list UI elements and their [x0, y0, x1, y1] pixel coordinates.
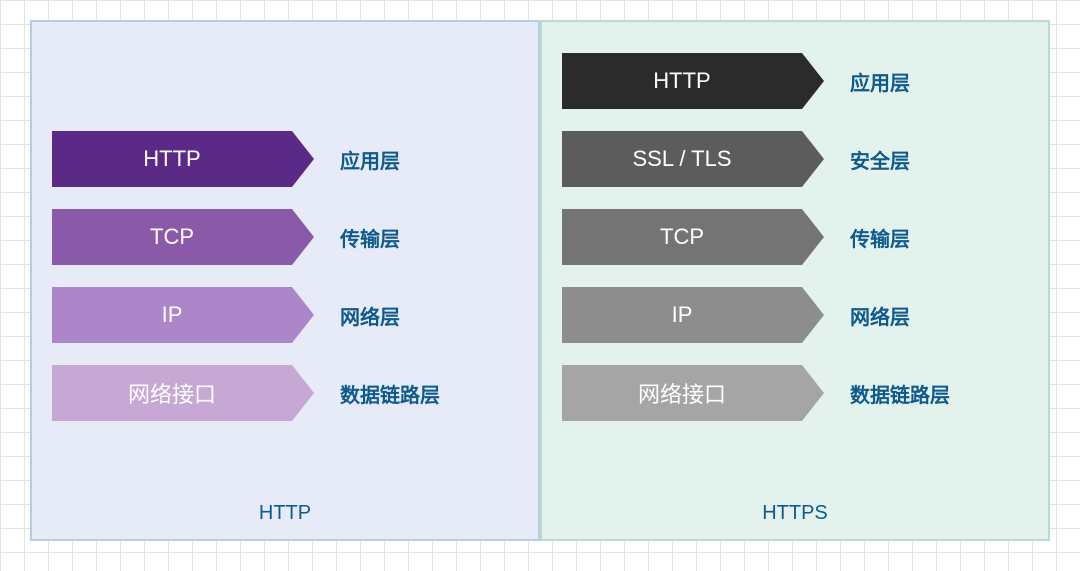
protocol-label: TCP — [562, 209, 802, 265]
http-panel-title: HTTP — [52, 496, 518, 525]
arrow-chevron: HTTP — [52, 131, 314, 187]
arrow-chevron: TCP — [562, 209, 824, 265]
arrow-chevron: IP — [52, 287, 314, 343]
layer-row: 网络接口 数据链路层 — [562, 362, 1028, 424]
http-panel: HTTP 应用层 TCP 传输层 IP 网络层网络接口 数据链路层 HTTP — [30, 20, 540, 541]
diagram-container: HTTP 应用层 TCP 传输层 IP 网络层网络接口 数据链路层 HTTP HTTP 应用层… — [30, 20, 1050, 541]
layer-row: SSL / TLS 安全层 — [562, 128, 1028, 190]
protocol-label: IP — [52, 287, 292, 343]
arrow-chevron: 网络接口 — [52, 365, 314, 421]
protocol-label: IP — [562, 287, 802, 343]
arrow-head-icon — [802, 209, 824, 265]
layer-name: 应用层 — [850, 67, 910, 96]
arrow-chevron: IP — [562, 287, 824, 343]
layer-name: 网络层 — [850, 301, 910, 330]
layer-row: IP 网络层 — [52, 284, 518, 346]
arrow-chevron: 网络接口 — [562, 365, 824, 421]
layer-name: 传输层 — [850, 223, 910, 252]
layer-row: 网络接口 数据链路层 — [52, 362, 518, 424]
layer-name: 安全层 — [850, 145, 910, 174]
protocol-label: SSL / TLS — [562, 131, 802, 187]
https-panel: HTTP应用层SSL / TLS安全层TCP传输层IP网络层网络接口数据链路层 … — [540, 20, 1050, 541]
protocol-label: TCP — [52, 209, 292, 265]
arrow-chevron: HTTP — [562, 53, 824, 109]
layer-row: HTTP 应用层 — [562, 50, 1028, 112]
layer-name: 网络层 — [340, 301, 400, 330]
layer-name: 数据链路层 — [340, 379, 440, 408]
arrow-chevron: TCP — [52, 209, 314, 265]
layer-name: 传输层 — [340, 223, 400, 252]
https-panel-title: HTTPS — [562, 496, 1028, 525]
arrow-head-icon — [292, 209, 314, 265]
layer-row: TCP 传输层 — [562, 206, 1028, 268]
arrow-chevron: SSL / TLS — [562, 131, 824, 187]
arrow-head-icon — [292, 365, 314, 421]
protocol-label: HTTP — [52, 131, 292, 187]
layer-row: HTTP 应用层 — [52, 128, 518, 190]
layer-name: 数据链路层 — [850, 379, 950, 408]
arrow-head-icon — [802, 53, 824, 109]
layer-name: 应用层 — [340, 145, 400, 174]
layer-row: IP 网络层 — [562, 284, 1028, 346]
arrow-head-icon — [802, 287, 824, 343]
layer-row: TCP 传输层 — [52, 206, 518, 268]
protocol-label: HTTP — [562, 53, 802, 109]
arrow-head-icon — [802, 131, 824, 187]
arrow-head-icon — [292, 287, 314, 343]
protocol-label: 网络接口 — [52, 365, 292, 421]
protocol-label: 网络接口 — [562, 365, 802, 421]
arrow-head-icon — [802, 365, 824, 421]
arrow-head-icon — [292, 131, 314, 187]
